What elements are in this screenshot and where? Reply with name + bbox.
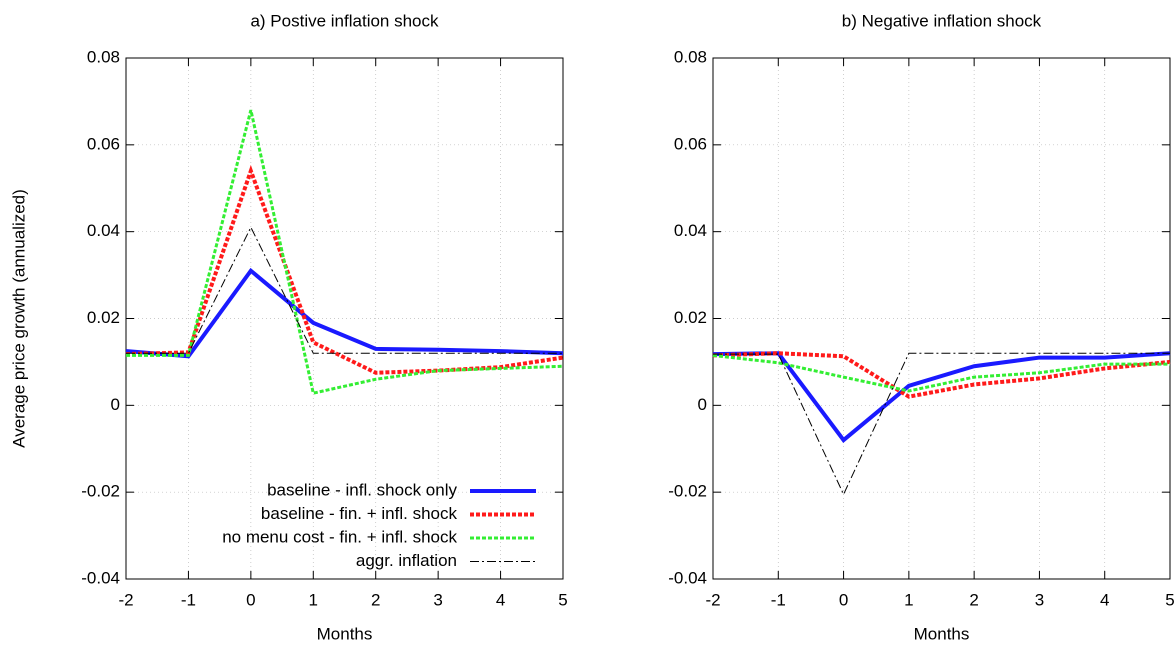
y-tick-label: -0.04: [668, 568, 707, 587]
y-tick-label: 0: [698, 395, 707, 414]
x-tick-label: -1: [181, 590, 196, 609]
x-tick-label: 0: [839, 590, 848, 609]
y-tick-label: -0.02: [668, 482, 707, 501]
x-tick-label: -2: [705, 590, 720, 609]
y-tick-label: 0: [111, 395, 120, 414]
x-tick-label: 1: [309, 590, 318, 609]
x-tick-label: 5: [558, 590, 567, 609]
y-tick-label: 0.02: [674, 308, 707, 327]
x-axis-label: Months: [317, 624, 373, 643]
x-tick-label: -2: [118, 590, 133, 609]
legend-label: no menu cost - fin. + infl. shock: [222, 527, 457, 546]
series-line: [712, 353, 1170, 393]
legend-label: aggr. inflation: [356, 551, 457, 570]
series-line: [125, 267, 564, 359]
y-tick-label: 0.06: [674, 134, 707, 153]
series-line: [126, 109, 564, 395]
chart-title: b) Negative inflation shock: [842, 11, 1042, 30]
plot-frame: [712, 57, 1171, 580]
x-tick-label: -1: [771, 590, 786, 609]
x-tick-label: 2: [969, 590, 978, 609]
series-line: [713, 352, 1170, 496]
y-axis-label: Average price growth (annualized): [9, 189, 28, 448]
y-tick-label: 0.08: [674, 47, 707, 66]
series-line: [126, 226, 563, 354]
series-line: [712, 351, 1171, 399]
chart-title: a) Postive inflation shock: [250, 11, 439, 30]
x-tick-label: 5: [1165, 590, 1174, 609]
y-tick-label: 0.04: [674, 221, 707, 240]
x-axis-label: Months: [914, 624, 970, 643]
y-tick-label: 0.02: [87, 308, 120, 327]
legend-label: baseline - fin. + infl. shock: [261, 504, 458, 523]
x-tick-label: 3: [433, 590, 442, 609]
x-tick-label: 4: [1100, 590, 1109, 609]
series-line: [125, 164, 564, 375]
y-tick-label: -0.02: [81, 482, 120, 501]
y-tick-label: 0.06: [87, 134, 120, 153]
y-tick-label: -0.04: [81, 568, 120, 587]
x-tick-label: 2: [371, 590, 380, 609]
y-tick-label: 0.08: [87, 47, 120, 66]
x-tick-label: 1: [904, 590, 913, 609]
x-tick-label: 3: [1035, 590, 1044, 609]
x-tick-label: 4: [496, 590, 505, 609]
legend-label: baseline - infl. shock only: [267, 480, 457, 499]
x-tick-label: 0: [246, 590, 255, 609]
y-tick-label: 0.04: [87, 221, 120, 240]
series-line: [712, 351, 1171, 443]
plot-frame: [125, 57, 564, 580]
